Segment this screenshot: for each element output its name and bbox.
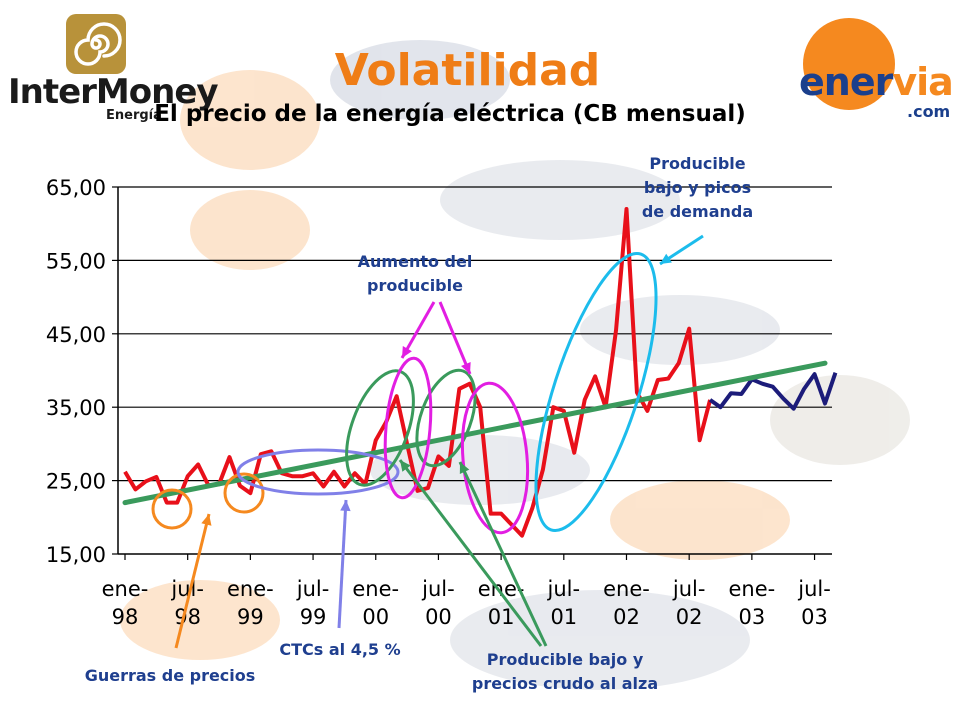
ellipse-crudo-2 — [415, 368, 477, 468]
series-line-1 — [708, 372, 838, 411]
ellipse-ctcs — [236, 448, 400, 496]
arrow-aumento-2-head — [461, 362, 471, 374]
x-tick-label: jul- — [296, 577, 330, 601]
ellipse-aumento-1 — [383, 356, 433, 500]
annotation-guerras: Guerras de precios — [84, 666, 256, 685]
arrow-guerras-head — [201, 514, 212, 526]
enervia-part-ener: ener — [799, 60, 893, 104]
chart-subtitle: El precio de la energía eléctrica (CB me… — [154, 101, 746, 127]
x-tick-label: jul- — [672, 577, 706, 601]
arrow-crudo-1-head — [400, 460, 411, 472]
x-tick-label: jul- — [547, 577, 581, 601]
x-tick-label: ene- — [603, 577, 650, 601]
x-tick-label: 00 — [362, 605, 389, 629]
enervia-logo: enervia .com — [765, 16, 955, 126]
intermoney-wordmark: InterMoney — [8, 72, 219, 112]
annotation-aumento: Aumento del producible — [357, 252, 473, 295]
ellipse-picos — [534, 251, 658, 533]
annotation-crudo: Producible bajo y precios crudo al alza — [471, 650, 659, 693]
arrow-ctcs — [337, 499, 348, 629]
arrow-guerras — [174, 513, 211, 649]
intermoney-logo: InterMoney Energía — [8, 14, 219, 124]
orange-sun-icon — [803, 18, 895, 110]
annotation-shapes — [151, 234, 704, 649]
arrow-crudo-1 — [398, 459, 543, 647]
enervia-domain: .com — [907, 102, 951, 121]
annotation-ctcs: CTCs al 4,5 % — [279, 640, 401, 659]
arrow-aumento-2 — [438, 301, 472, 375]
y-tick-label: 55,00 — [46, 249, 106, 273]
x-tick-label: ene- — [728, 577, 775, 601]
y-tick-label: 15,00 — [46, 543, 106, 567]
x-tick-label: 02 — [676, 605, 703, 629]
x-tick-label: ene- — [478, 577, 525, 601]
page-title: Volatilidad — [334, 45, 601, 96]
x-tick-label: 99 — [300, 605, 327, 629]
x-tick-label: 03 — [801, 605, 828, 629]
arrow-crudo-2-head — [459, 462, 470, 474]
arrow-aumento-1-head — [402, 346, 412, 358]
x-tick-label: 98 — [174, 605, 201, 629]
y-tick-labels: 15,00 25,00 35,00 45,00 55,00 65,00 — [46, 176, 106, 567]
y-tick-label: 25,00 — [46, 470, 106, 494]
circle-guerras-2 — [223, 472, 265, 514]
x-tick-label: ene- — [352, 577, 399, 601]
x-tick-label: 03 — [738, 605, 765, 629]
x-tick-label: 01 — [488, 605, 515, 629]
y-tick-label: 35,00 — [46, 396, 106, 420]
arrow-crudo-2 — [458, 461, 548, 647]
x-tick-label: 02 — [613, 605, 640, 629]
enervia-part-via: via — [892, 60, 953, 104]
ellipse-aumento-2 — [460, 381, 530, 535]
axes — [112, 186, 832, 560]
x-tick-label: 99 — [237, 605, 264, 629]
x-tick-label: ene- — [102, 577, 149, 601]
x-tick-label: jul- — [797, 577, 831, 601]
arrow-picos-head — [660, 253, 672, 264]
arrow-ctcs-head — [340, 500, 351, 512]
x-tick-label: 00 — [425, 605, 452, 629]
x-tick-labels: ene- 98 jul- 98 ene- 99 jul- 99 ene- 00 jul- 00 ene-… — [102, 577, 831, 629]
annotation-picos: Producible bajo y picos de demanda — [641, 154, 754, 221]
grid-lines — [118, 186, 832, 482]
x-tick-label: 01 — [550, 605, 577, 629]
y-tick-label: 45,00 — [46, 323, 106, 347]
x-tick-label: jul- — [421, 577, 455, 601]
spiral-logo-icon — [66, 14, 126, 74]
x-tick-label: ene- — [227, 577, 274, 601]
circle-guerras-1 — [151, 488, 193, 530]
x-tick-label: 98 — [112, 605, 139, 629]
series-line-0 — [123, 207, 713, 538]
y-tick-label: 65,00 — [46, 176, 106, 200]
intermoney-subtitle: Energía — [106, 108, 162, 123]
enervia-wordmark: enervia — [799, 60, 954, 104]
